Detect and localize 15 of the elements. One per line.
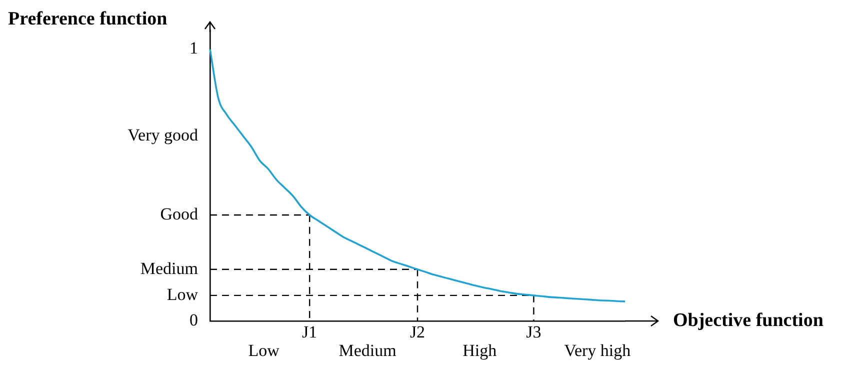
y-tick-label: 0 <box>190 310 198 330</box>
y-tick-label: Very good <box>128 126 198 145</box>
text: High <box>462 341 498 360</box>
text: Low <box>248 341 280 360</box>
y-axis-title: Preference function <box>8 8 168 30</box>
x-tick-label: J2 <box>410 322 426 342</box>
y-tick-label: Good <box>160 204 198 224</box>
y-tick-label: 1 <box>190 38 198 58</box>
x-tick-label: J3 <box>526 322 542 342</box>
y-tick-label: Low <box>166 284 199 304</box>
text: Medium <box>338 341 396 360</box>
text: Very high <box>564 341 632 360</box>
y-tick-label: Medium <box>140 258 198 278</box>
x-axis-title: Objective function <box>673 310 824 331</box>
x-tick-label: J1 <box>302 322 318 342</box>
